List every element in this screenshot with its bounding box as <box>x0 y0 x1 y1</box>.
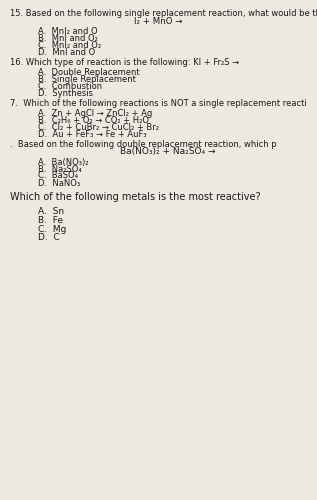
Text: A.  Sn: A. Sn <box>38 208 64 216</box>
Text: D.  Au + FeF₃ → Fe + AuF₃: D. Au + FeF₃ → Fe + AuF₃ <box>38 130 147 139</box>
Text: B.  Single Replacement: B. Single Replacement <box>38 75 136 84</box>
Text: C.  MnI₂ and O₂: C. MnI₂ and O₂ <box>38 41 101 50</box>
Text: C.  BaSO₄: C. BaSO₄ <box>38 172 78 180</box>
Text: .  Based on the following double replacement reaction, which p: . Based on the following double replacem… <box>10 140 276 149</box>
Text: B.  Na₂SO₄: B. Na₂SO₄ <box>38 164 82 173</box>
Text: A.  Double Replacement: A. Double Replacement <box>38 68 140 77</box>
Text: C.  Combustion: C. Combustion <box>38 82 102 91</box>
Text: D.  MnI and O: D. MnI and O <box>38 48 95 57</box>
Text: 15. Based on the following single replacement reaction, what would be the produc: 15. Based on the following single replac… <box>10 9 317 18</box>
Text: I₂ + MnO →: I₂ + MnO → <box>134 17 183 26</box>
Text: D.  NaNO₃: D. NaNO₃ <box>38 178 80 188</box>
Text: B.  MnI and O₂: B. MnI and O₂ <box>38 34 98 43</box>
Text: D.  Synthesis: D. Synthesis <box>38 89 93 98</box>
Text: 16. Which type of reaction is the following: KI + Fr₂S →: 16. Which type of reaction is the follow… <box>10 58 239 67</box>
Text: D.  C: D. C <box>38 233 60 242</box>
Text: C.  Mg: C. Mg <box>38 224 67 234</box>
Text: A.  Ba(NO₃)₂: A. Ba(NO₃)₂ <box>38 158 88 166</box>
Text: A.  MnI₂ and O: A. MnI₂ and O <box>38 27 98 36</box>
Text: B.  Fe: B. Fe <box>38 216 63 225</box>
Text: Ba(NO₃)₂ + Na₂SO₄ →: Ba(NO₃)₂ + Na₂SO₄ → <box>120 147 216 156</box>
Text: Which of the following metals is the most reactive?: Which of the following metals is the mos… <box>10 192 260 202</box>
Text: B.  C₂H₆ + O₂ → CO₂ + H₂O: B. C₂H₆ + O₂ → CO₂ + H₂O <box>38 116 149 125</box>
Text: A.  Zn + AgCl → ZnCl₂ + Ag: A. Zn + AgCl → ZnCl₂ + Ag <box>38 109 152 118</box>
Text: C.  Cl₂ + CuBr₂ → CuCl₂ + Br₂: C. Cl₂ + CuBr₂ → CuCl₂ + Br₂ <box>38 123 159 132</box>
Text: 7.  Which of the following reactions is NOT a single replacement reacti: 7. Which of the following reactions is N… <box>10 99 306 108</box>
